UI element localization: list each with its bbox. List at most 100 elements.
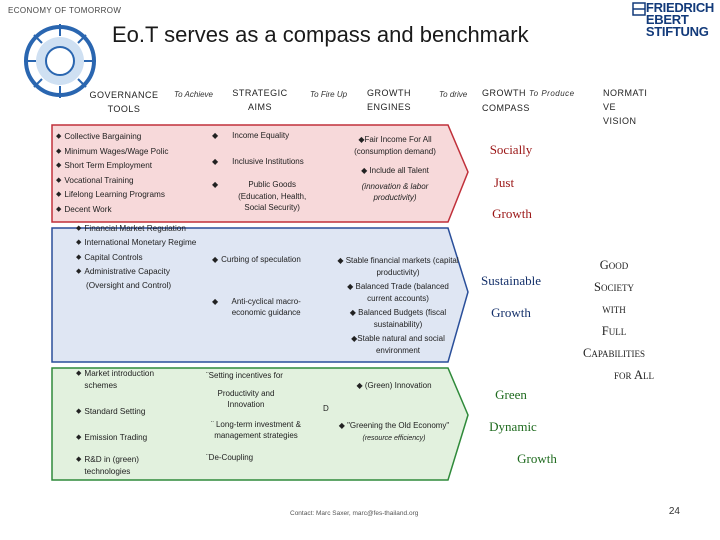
contact-footer: Contact: Marc Saxer, marc@fes-thailand.o… — [290, 510, 419, 517]
blue-aim-label: Anti-cyclical macro-economic guidance — [231, 296, 301, 318]
list-item: ◆ Capital Controls — [76, 251, 200, 265]
header-to-drive: To drive — [439, 90, 468, 99]
green-tool-label: Emission Trading — [84, 433, 148, 442]
vision-line-1: Good — [599, 258, 629, 272]
fes-logo-line-1: FRIEDRICH — [645, 0, 714, 15]
blue-band — [51, 227, 469, 363]
blue-tool-label: Administrative Capacity — [84, 266, 170, 276]
list-item: ◆ Administrative Capacity — [76, 265, 200, 279]
green-tool-label: Market introduction schemes — [84, 369, 155, 390]
header-to-fire-up: To Fire Up — [310, 90, 348, 99]
header-strategic-line-2: AIMS — [247, 102, 272, 112]
header-strategic-aims: STRATEGIC AIMS — [226, 86, 294, 114]
green-engine-label: ◆ "Greening the Old Economy" — [338, 420, 450, 430]
fes-emblem-icon — [632, 2, 646, 16]
compass-growth-blue: Growth — [491, 305, 531, 320]
blue-tool-label: Capital Controls — [84, 252, 143, 262]
header-normative-line-1: NORMATI — [603, 88, 648, 98]
fes-logo-line-2: EBERT — [645, 12, 689, 27]
red-tool-label: Short Term Employment — [64, 161, 153, 170]
green-band — [51, 367, 469, 481]
list-item: ◆ Vocational Training — [56, 174, 202, 189]
list-item: ◆ Standard Setting — [76, 407, 146, 416]
blue-tool-note: (Oversight and Control) — [86, 281, 172, 291]
green-engine-label: ◆ (Green) Innovation — [356, 381, 432, 390]
vision-line-6: for All — [614, 368, 654, 382]
blue-engine-label: ◆ Balanced Budgets (fiscal sustainabilit… — [349, 308, 447, 329]
header-strategic-line-1: STRATEGIC — [232, 88, 288, 98]
list-item: ◆ Financial Market Regulation — [76, 222, 200, 236]
blue-aim-label: Curbing of speculation — [221, 255, 301, 264]
list-item: ◆ Minimum Wages/Wage Polic — [56, 145, 202, 160]
green-aims: ¨Setting incentives for Productivity and… — [206, 370, 320, 463]
vision-line-5: Capabilities — [582, 346, 645, 360]
compass-just: Just — [493, 175, 515, 190]
red-tool-label: Lifelong Learning Programs — [64, 190, 165, 199]
compass-socially: Socially — [489, 142, 533, 157]
green-aim-label: ¨Setting incentives for — [206, 371, 283, 380]
header-normative-line-3: VISION — [603, 116, 637, 126]
fes-logo: FRIEDRICH EBERT STIFTUNG — [645, 0, 714, 39]
red-engine-label: (innovation & labor productivity) — [361, 181, 429, 203]
compass-sustainable: Sustainable — [481, 273, 541, 288]
blue-engine-label: ◆ Balanced Trade (balanced current accou… — [347, 282, 449, 303]
vision-line-2: Society — [594, 280, 634, 294]
compass-growth-red: Growth — [492, 206, 532, 221]
list-item: ◆ Lifelong Learning Programs — [56, 188, 202, 203]
red-tools-list: ◆ Collective Bargaining ◆ Minimum Wages/Wa… — [56, 130, 202, 217]
header-governance-tools: GOVERNANCE TOOLS — [82, 88, 166, 116]
list-item: ◆ R&D in (green) technologies — [76, 454, 180, 478]
red-aim-label: Public Goods (Education, Health, Social … — [238, 180, 307, 212]
green-aim-label: ¨De-Coupling — [206, 452, 254, 462]
red-tool-label: Decent Work — [64, 204, 112, 214]
green-aim-label: Productivity and Innovation — [217, 388, 275, 410]
header-normative-line-2: VE — [603, 102, 617, 112]
green-engine-label: (resource efficiency) — [362, 435, 426, 442]
blue-tool-label: International Monetary Regime — [84, 238, 197, 248]
list-item: ◆ Short Term Employment — [56, 159, 202, 174]
header-growth-engines: GROWTH ENGINES — [358, 86, 420, 114]
red-band — [51, 124, 469, 223]
header-governance-line-2: TOOLS — [107, 104, 141, 114]
compass-green: Green — [495, 387, 527, 402]
blue-aims: ◆ Curbing of speculation ◆ Anti-cyclical m… — [212, 254, 326, 319]
header-governance-line-1: GOVERNANCE — [89, 90, 159, 100]
header-engines-line-2: ENGINES — [366, 102, 411, 112]
vision-text: Good Society with Full Capabilities for … — [566, 254, 662, 386]
list-item: ◆ International Monetary Regime — [76, 236, 200, 250]
green-tools-list: ◆ Market introduction schemes ◆ Standard S… — [76, 368, 180, 478]
green-aim-label: ¨ Long-term investment & management stra… — [211, 419, 301, 441]
red-tool-label: Vocational Training — [64, 175, 134, 185]
blue-engine-label: ◆Stable natural and social environment — [351, 334, 445, 355]
vision-line-4: Full — [601, 324, 627, 338]
blue-tools-list: ◆ Financial Market Regulation ◆ Internatio… — [76, 222, 200, 293]
list-item: ◆ Emission Trading — [76, 433, 148, 442]
red-engine-label: ◆Fair Income For All (consumption demand… — [354, 135, 436, 156]
red-tool-label: Collective Bargaining — [64, 132, 142, 141]
list-item: ◆ Market introduction schemes — [76, 368, 180, 392]
eot-logo-icon — [24, 24, 96, 98]
list-item: ◆ Decent Work — [56, 203, 202, 218]
blue-tool-label: Financial Market Regulation — [84, 224, 186, 233]
page-number: 24 — [668, 506, 680, 517]
red-engine-label: ◆ Include all Talent — [361, 166, 429, 175]
compass-growth-green: Growth — [517, 451, 557, 466]
brand-label: ECONOMY OF TOMORROW — [8, 6, 122, 15]
header-growth-compass: GROWTH To Produce COMPASS — [482, 86, 575, 115]
green-stray-mark: D — [323, 404, 329, 413]
fes-logo-line-3: STIFTUNG — [645, 24, 709, 39]
header-to-achieve: To Achieve — [174, 90, 213, 99]
red-aims: ◆ Income Equality ◆ Inclusive Institutions… — [212, 130, 332, 214]
blue-engines: ◆ Stable financial markets (capital prod… — [336, 255, 460, 356]
red-aim-label: Inclusive Institutions — [232, 156, 304, 166]
header-compass-line-1: GROWTH — [482, 88, 529, 98]
green-tool-label: Standard Setting — [84, 407, 146, 416]
red-aim-label: Income Equality — [232, 131, 290, 140]
page-title: Eo.T serves as a compass and benchmark — [112, 22, 529, 47]
red-tool-label: Minimum Wages/Wage Polic — [64, 146, 169, 156]
list-item: ◆ Collective Bargaining — [56, 130, 202, 145]
header-compass-line-2: COMPASS — [482, 103, 530, 113]
header-engines-line-1: GROWTH — [367, 88, 411, 98]
header-normative-vision: NORMATI VE VISION — [603, 86, 647, 128]
